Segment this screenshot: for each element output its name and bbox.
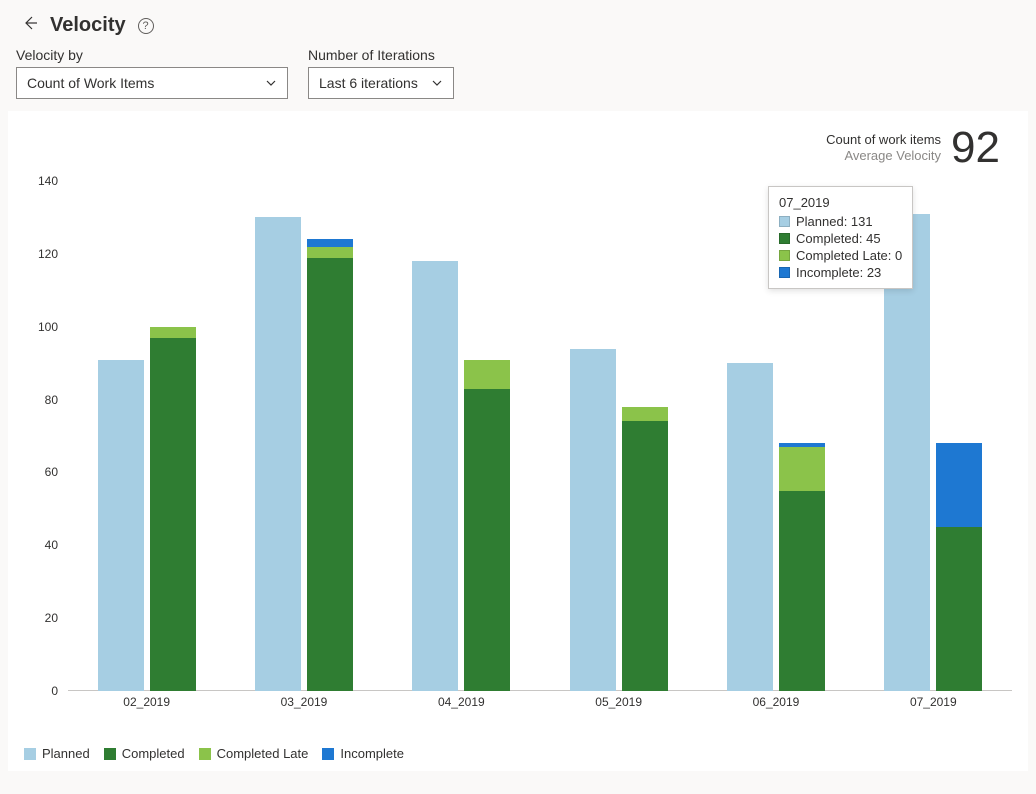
x-label: 04_2019 [383,691,540,715]
tooltip-swatch [779,216,790,227]
dropdown-velocity-by-value: Count of Work Items [27,75,154,91]
help-icon[interactable]: ? [138,18,154,34]
legend-label: Completed Late [217,746,309,761]
y-tick: 80 [45,393,58,407]
bar-segment-completed_late [779,447,825,491]
filter-velocity-by: Velocity by Count of Work Items [16,47,288,99]
y-tick: 140 [38,174,58,188]
tooltip-text: Planned: 131 [796,214,873,229]
legend-label: Completed [122,746,185,761]
bar-planned[interactable] [412,261,458,691]
tooltip-text: Incomplete: 23 [796,265,881,280]
x-label: 06_2019 [697,691,854,715]
filter-bar: Velocity by Count of Work Items Number o… [0,43,1036,111]
tooltip-row-incomplete: Incomplete: 23 [779,265,902,280]
legend-swatch [104,748,116,760]
bar-segment-completed_late [307,247,353,258]
y-tick: 40 [45,538,58,552]
page-header: Velocity ? [0,0,1036,43]
bar-segment-completed_late [464,360,510,389]
tooltip-title: 07_2019 [779,195,902,210]
bar-segment-completed_late [150,327,196,338]
tooltip-text: Completed: 45 [796,231,881,246]
filter-label-iterations: Number of Iterations [308,47,454,63]
bar-segment-completed [464,389,510,691]
category-group [225,181,382,691]
bar-stacked[interactable] [779,443,825,691]
x-axis-labels: 02_201903_201904_201905_201906_201907_20… [68,691,1012,715]
tooltip-row-completed_late: Completed Late: 0 [779,248,902,263]
legend-item-completed_late[interactable]: Completed Late [199,746,309,761]
bar-stacked[interactable] [307,239,353,691]
tooltip-swatch [779,250,790,261]
x-label: 07_2019 [855,691,1012,715]
bar-segment-incomplete [307,239,353,246]
y-tick: 100 [38,320,58,334]
back-arrow-icon[interactable] [22,15,38,36]
chevron-down-icon [431,77,443,89]
bar-segment-completed [622,421,668,691]
tooltip-swatch [779,267,790,278]
bar-stacked[interactable] [936,443,982,691]
legend-label: Planned [42,746,90,761]
y-tick: 20 [45,611,58,625]
y-axis: 020406080100120140 [24,181,64,691]
metric-value: 92 [951,123,1000,173]
bar-segment-completed [779,491,825,691]
bar-planned[interactable] [570,349,616,691]
bar-stacked[interactable] [464,360,510,692]
chevron-down-icon [265,77,277,89]
filter-iterations: Number of Iterations Last 6 iterations [308,47,454,99]
x-label: 05_2019 [540,691,697,715]
y-tick: 60 [45,465,58,479]
legend-item-incomplete[interactable]: Incomplete [322,746,404,761]
tooltip-row-planned: Planned: 131 [779,214,902,229]
tooltip-row-completed: Completed: 45 [779,231,902,246]
bar-segment-incomplete [936,443,982,527]
legend-swatch [322,748,334,760]
velocity-page: Velocity ? Velocity by Count of Work Ite… [0,0,1036,794]
bar-stacked[interactable] [150,327,196,691]
chart-tooltip: 07_2019 Planned: 131 Completed: 45 Complete… [768,186,913,289]
dropdown-velocity-by[interactable]: Count of Work Items [16,67,288,99]
metric-subtitle: Average Velocity [844,148,941,164]
legend-item-planned[interactable]: Planned [24,746,90,761]
bar-planned[interactable] [98,360,144,692]
filter-label-velocity-by: Velocity by [16,47,288,63]
category-group [383,181,540,691]
chart-legend: Planned Completed Completed Late Incomplete [24,746,404,761]
tooltip-text: Completed Late: 0 [796,248,902,263]
dropdown-iterations-value: Last 6 iterations [319,75,418,91]
category-group [540,181,697,691]
bar-segment-completed [936,527,982,691]
metric-block: Count of work items Average Velocity 92 [826,123,1000,173]
legend-label: Incomplete [340,746,404,761]
bar-segment-completed [307,258,353,691]
page-title: Velocity [50,14,126,37]
chart-card: Count of work items Average Velocity 92 … [8,111,1028,771]
bar-segment-completed_late [622,407,668,422]
bar-segment-completed [150,338,196,691]
tooltip-swatch [779,233,790,244]
bar-planned[interactable] [255,217,301,691]
x-label: 03_2019 [225,691,382,715]
dropdown-iterations[interactable]: Last 6 iterations [308,67,454,99]
category-group [68,181,225,691]
legend-swatch [24,748,36,760]
legend-item-completed[interactable]: Completed [104,746,185,761]
bar-stacked[interactable] [622,407,668,691]
y-tick: 120 [38,247,58,261]
legend-swatch [199,748,211,760]
bar-planned[interactable] [727,363,773,691]
y-tick: 0 [51,684,58,698]
x-label: 02_2019 [68,691,225,715]
metric-title: Count of work items [826,132,941,148]
